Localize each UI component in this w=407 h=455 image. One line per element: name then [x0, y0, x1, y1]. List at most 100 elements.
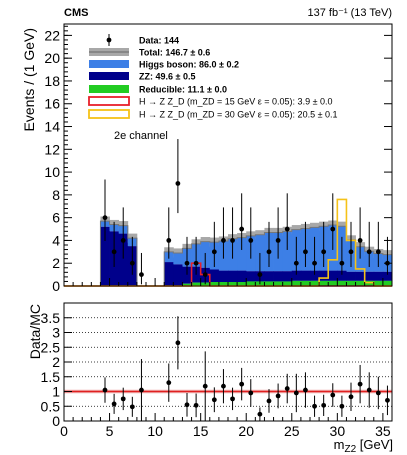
- ratio-point: [348, 394, 354, 400]
- data-point: [230, 238, 235, 243]
- ratio-point: [230, 396, 235, 402]
- y-tick-label: 8: [52, 187, 60, 203]
- ratio-point: [330, 392, 336, 398]
- ratio-point: [111, 401, 117, 407]
- x-tick-label: 35: [375, 423, 391, 439]
- reducible-bar: [382, 280, 393, 286]
- ratio-point: [102, 387, 108, 393]
- data-point: [102, 215, 108, 221]
- reducible-bar: [337, 280, 347, 286]
- data-point: [375, 249, 381, 255]
- reducible-bar: [218, 282, 229, 286]
- zz-bar: [300, 270, 311, 281]
- zz-bar: [355, 271, 366, 281]
- ratio-point: [357, 381, 363, 387]
- data-point: [321, 249, 327, 255]
- zz-bar: [382, 271, 393, 281]
- legend-higgs-label: Higgs boson: 86.0 ± 0.2: [139, 60, 239, 70]
- ratio-point: [257, 411, 263, 417]
- y-tick-label: 6: [52, 210, 60, 226]
- higgs-bar: [282, 231, 293, 272]
- ratio-point: [312, 403, 317, 409]
- reducible-bar: [364, 280, 375, 286]
- data-point: [330, 226, 336, 232]
- zz-bar: [173, 264, 183, 286]
- reducible-bar: [237, 282, 247, 286]
- data-point: [312, 260, 317, 266]
- ratio-point: [339, 403, 345, 409]
- data-point: [275, 238, 281, 243]
- ratio-point: [266, 398, 272, 404]
- zz-bar: [337, 270, 347, 281]
- data-point: [293, 260, 299, 266]
- reducible-bar: [328, 280, 338, 286]
- reducible-bar: [200, 282, 211, 286]
- zz-bar: [346, 271, 356, 281]
- y-tick-label: 12: [44, 141, 60, 157]
- ratio-y-tick-label: 1: [52, 384, 60, 400]
- zz-bar: [100, 226, 110, 286]
- ratio-point: [129, 404, 135, 410]
- reducible-bar: [310, 280, 320, 286]
- total-line: [64, 220, 392, 287]
- legend-data-marker: [106, 37, 112, 43]
- reducible-bar: [346, 280, 356, 286]
- ratio-point: [120, 396, 126, 402]
- x-tick-label: 15: [193, 423, 209, 439]
- ratio-y-tick-label: 0.5: [41, 398, 61, 414]
- reducible-bar: [191, 282, 202, 286]
- y-tick-label: 16: [44, 96, 60, 112]
- ratio-point: [184, 402, 190, 408]
- higgs-bar: [355, 246, 366, 272]
- y-tick-label: 14: [44, 119, 60, 135]
- legend-zz-label: ZZ: 49.6 ± 0.5: [139, 72, 195, 82]
- data-point: [348, 249, 354, 255]
- ratio-point: [248, 390, 254, 396]
- ratio-point: [166, 380, 172, 386]
- ratio-point: [202, 383, 208, 389]
- ratio-y-tick-label: 2: [52, 354, 60, 370]
- zz-bar: [209, 269, 220, 283]
- data-point: [184, 260, 190, 266]
- legend-reducible-swatch: [89, 85, 129, 93]
- higgs-bar: [173, 252, 183, 265]
- data-point: [111, 249, 117, 255]
- ratio-y-tick-label: 0: [52, 413, 60, 429]
- reducible-bar: [264, 281, 274, 286]
- channel-label: 2e channel: [114, 130, 168, 142]
- data-point: [266, 249, 272, 255]
- experiment-label: CMS: [64, 7, 88, 19]
- zz-bar: [118, 233, 129, 286]
- data-point: [129, 260, 135, 266]
- histogram-panel: [64, 139, 393, 287]
- zz-bar: [164, 262, 174, 286]
- reducible-bar: [355, 280, 366, 286]
- reducible-bar: [228, 282, 238, 286]
- data-point: [284, 226, 290, 232]
- zz-bar: [291, 270, 302, 281]
- zz-bar: [237, 270, 247, 283]
- legend-total-label: Total: 146.7 ± 0.6: [139, 48, 210, 58]
- zz-bar: [310, 270, 320, 281]
- y-tick-label: 10: [44, 164, 60, 180]
- ratio-y-tick-label: 3: [52, 325, 60, 341]
- y-tick-label: 18: [44, 73, 60, 89]
- data-point: [357, 238, 363, 243]
- data-point: [339, 260, 345, 266]
- ratio-point: [366, 387, 372, 393]
- ratio-point: [139, 387, 144, 393]
- higgs-bar: [237, 237, 247, 271]
- ratio-point: [211, 397, 217, 403]
- data-point: [257, 272, 263, 278]
- ratio-y-tick-label: 2.5: [41, 339, 61, 355]
- zz-bar: [282, 271, 293, 282]
- zz-bar: [373, 271, 384, 281]
- y-tick-label: 20: [44, 50, 60, 66]
- y-tick-label: 2: [52, 255, 60, 271]
- reducible-bar: [319, 280, 329, 286]
- reducible-bar: [209, 282, 220, 286]
- zz-bar: [264, 271, 274, 282]
- data-point: [303, 249, 308, 255]
- ratio-point: [385, 397, 390, 403]
- data-point: [211, 249, 217, 255]
